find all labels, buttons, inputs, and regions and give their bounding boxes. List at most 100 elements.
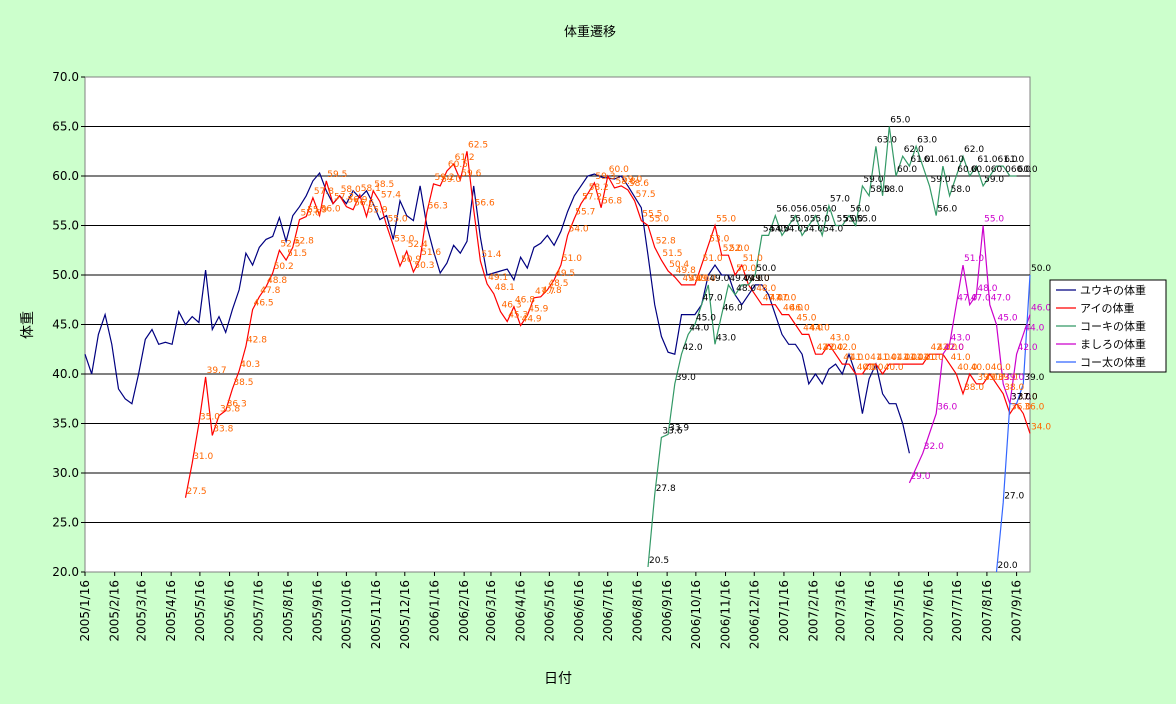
- data-label-koki: 33.9: [669, 423, 689, 433]
- y-tick-label: 60.0: [52, 169, 79, 183]
- data-labels: 27.5 31.0 35.0 39.7 33.8 35.836.3 38.5 40.3 42.8…: [187, 116, 1052, 572]
- x-tick-label: 2005/9/16: [311, 580, 325, 642]
- data-label-ai: 49.8: [676, 266, 696, 276]
- data-label-koki: 55.0: [857, 215, 877, 225]
- data-label-koki: 54.0: [823, 224, 843, 234]
- data-label-ai: 57.5: [636, 190, 656, 200]
- data-label-ai: 36.0: [1011, 403, 1031, 413]
- data-label-koki: 54.0: [803, 224, 823, 234]
- series-line-kota: [995, 274, 1031, 573]
- data-label-ai: 49.1: [488, 273, 508, 283]
- data-label-ai: 50.0: [736, 264, 756, 274]
- data-label-ai: 45.9: [528, 305, 548, 315]
- data-label-ai: 39.0: [998, 373, 1018, 383]
- legend-label: コー太の体重: [1080, 355, 1146, 369]
- data-label-kota: 27.0: [1004, 492, 1024, 502]
- data-label-ai: 39.0: [977, 373, 997, 383]
- data-label-koki: 56.0: [776, 205, 796, 215]
- data-label-koki: 63.0: [917, 135, 937, 145]
- x-tick-label: 2006/3/16: [484, 580, 498, 642]
- data-label-koki: 47.0: [703, 294, 723, 304]
- data-label-koki: 49.0: [729, 274, 749, 284]
- x-tick-label: 2005/12/16: [398, 580, 412, 649]
- data-label-koki: 60.0: [971, 165, 991, 175]
- x-tick-label: 2005/3/16: [134, 580, 148, 642]
- x-tick-label: 2006/2/16: [457, 580, 471, 642]
- data-label-ai: 46.0: [783, 304, 803, 314]
- data-label-ai: 51.6: [421, 248, 441, 258]
- data-label-ai: 62.5: [468, 140, 488, 150]
- data-label-koki: 61.0: [998, 155, 1018, 165]
- data-label-ai: 53.0: [709, 234, 729, 244]
- data-label-ai: 59.3: [595, 172, 615, 182]
- y-tick-label: 25.0: [52, 516, 79, 530]
- data-label-ai: 42.0: [823, 343, 843, 353]
- data-label-mashiro: 36.0: [937, 403, 957, 413]
- data-label-koki: 48.0: [736, 284, 756, 294]
- data-label-ai: 41.0: [910, 353, 930, 363]
- data-label-ai: 56.9: [347, 196, 367, 206]
- data-label-mashiro: 42.0: [944, 343, 964, 353]
- data-label-ai: 36.0: [1024, 403, 1044, 413]
- y-tick-label: 20.0: [52, 565, 79, 579]
- data-label-ai: 44.0: [803, 323, 823, 333]
- data-label-ai: 49.0: [689, 274, 709, 284]
- data-label-koki: 65.0: [890, 116, 910, 126]
- x-tick-label: 2006/11/16: [719, 580, 733, 649]
- data-label-mashiro: 46.0: [1031, 304, 1051, 314]
- data-label-ai: 38.0: [964, 383, 984, 393]
- data-label-mashiro: 47.0: [991, 294, 1011, 304]
- data-label-koki: 60.0: [897, 165, 917, 175]
- data-label-ai: 52.5: [280, 239, 300, 249]
- x-tick-label: 2007/3/16: [833, 580, 847, 642]
- y-tick-label: 55.0: [52, 219, 79, 233]
- x-tick-label: 2006/5/16: [542, 580, 556, 642]
- data-label-koki: 55.0: [837, 215, 857, 225]
- data-label-ai: 52.8: [294, 236, 314, 246]
- data-label-ai: 47.0: [776, 294, 796, 304]
- data-label-ai: 41.0: [890, 353, 910, 363]
- data-label-ai: 55.9: [368, 206, 388, 216]
- x-axis: 2005/1/16 2005/2/16 2005/3/16 2005/4/16 2005…: [78, 572, 1024, 649]
- data-label-koki: 45.0: [696, 314, 716, 324]
- data-label-ai: 55.0: [388, 215, 408, 225]
- data-label-ai: 34.0: [1031, 422, 1051, 432]
- y-tick-label: 35.0: [52, 417, 79, 431]
- series-lines: [84, 126, 1031, 573]
- data-label-koki: 60.0: [1011, 165, 1031, 175]
- data-label-koki: 54.0: [783, 224, 803, 234]
- data-label-ai: 47.0: [763, 294, 783, 304]
- data-label-koki: 55.0: [790, 215, 810, 225]
- data-label-koki: 33.6: [662, 426, 682, 436]
- chart-title: 体重遷移: [564, 24, 616, 40]
- data-label-ai: 49.0: [696, 274, 716, 284]
- data-label-mashiro: 55.0: [984, 215, 1004, 225]
- x-tick-label: 2005/4/16: [164, 580, 178, 642]
- data-label-ai: 48.5: [548, 279, 568, 289]
- data-label-mashiro: 37.0: [1011, 393, 1031, 403]
- data-label-koki: 49.0: [743, 274, 763, 284]
- x-tick-label: 2007/4/16: [863, 580, 877, 642]
- data-label-ai: 55.0: [716, 215, 736, 225]
- data-label-ai: 49.0: [683, 274, 703, 284]
- data-label-ai: 51.0: [703, 254, 723, 264]
- data-label-ai: 48.8: [267, 276, 287, 286]
- data-label-mashiro: 44.0: [1024, 323, 1044, 333]
- data-label-koki: 59.0: [931, 175, 951, 185]
- data-label-ai: 40.0: [971, 363, 991, 373]
- data-label-ai: 38.0: [1004, 383, 1024, 393]
- series-line-ai: [184, 151, 1031, 498]
- data-label-ai: 46.0: [790, 304, 810, 314]
- data-label-kota: 50.0: [1031, 264, 1051, 274]
- series-line-koki: [647, 126, 1017, 568]
- data-label-ai: 59.0: [622, 175, 642, 185]
- data-label-ai: 41.0: [904, 353, 924, 363]
- y-axis-title: 体重: [20, 311, 36, 339]
- data-label-ai: 51.5: [662, 249, 682, 259]
- data-label-ai: 59.2: [435, 173, 455, 183]
- data-label-koki: 49.0: [709, 274, 729, 284]
- data-label-ai: 56.3: [428, 202, 448, 212]
- data-label-ai: 52.8: [656, 236, 676, 246]
